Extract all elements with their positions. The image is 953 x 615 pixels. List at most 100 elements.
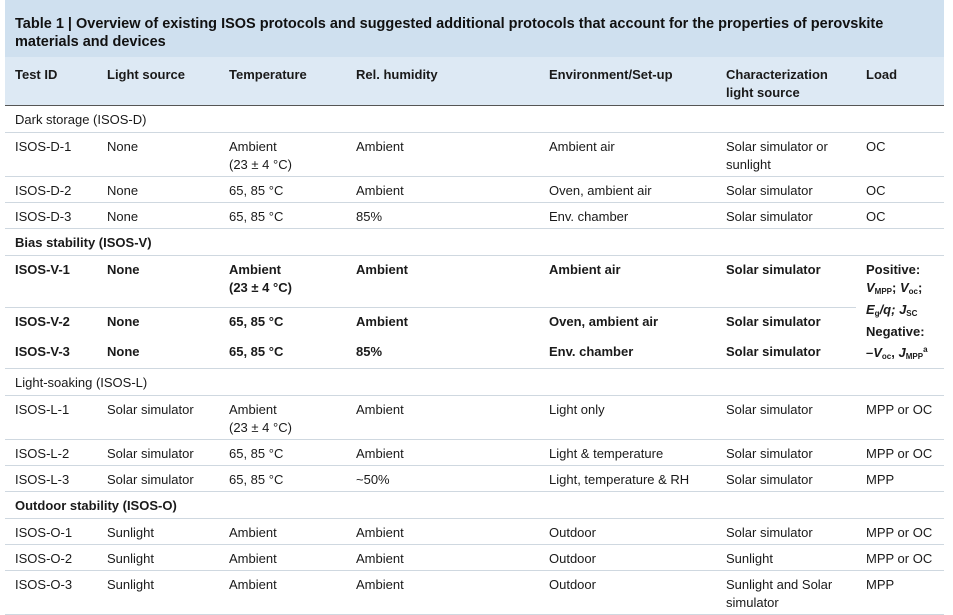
cell: Solar simulator (716, 338, 856, 370)
cell: 65, 85 °C (219, 338, 346, 370)
cell: ISOS-V-2 (15, 314, 70, 330)
subscript: MPP (874, 287, 893, 296)
cell: Light & temperature (539, 439, 716, 466)
cell-line: Ambient (229, 139, 277, 154)
subscript: oc (908, 287, 918, 296)
cell: ISOS-O-2 (5, 544, 97, 571)
section-row-dark: Dark storage (ISOS-D) (5, 105, 944, 133)
table-row: ISOS-O-1 Sunlight Ambient Ambient Outdoo… (5, 518, 944, 545)
cell: Solar simulator (97, 465, 219, 492)
negative-label: Negative: (866, 324, 925, 339)
cell: None (97, 338, 219, 370)
table-row: ISOS-L-2 Solar simulator 65, 85 °C Ambie… (5, 439, 944, 466)
separator: ; (917, 280, 923, 295)
cell: MPP or OC (856, 395, 944, 440)
cell: Oven, ambient air (539, 176, 716, 203)
table-row: ISOS-D-2 None 65, 85 °C Ambient Oven, am… (5, 176, 944, 203)
cell: 65, 85 °C (219, 465, 346, 492)
table-row: ISOS-O-2 Sunlight Ambient Ambient Outdoo… (5, 544, 944, 571)
cell: Solar simulator (716, 255, 856, 309)
cell: Ambient (346, 570, 539, 615)
symbol: J (899, 302, 907, 317)
table-number: Table 1 | (15, 16, 72, 32)
cell: Solar simulator (716, 518, 856, 545)
table-row: ISOS-O-3 Sunlight Ambient Ambient Outdoo… (5, 570, 944, 615)
cell: OC (856, 176, 944, 203)
symbol: /q; (879, 302, 900, 317)
cell-line: (23 ± 4 °C) (229, 280, 292, 295)
cell: Ambient (219, 544, 346, 571)
subscript: MPP (905, 352, 924, 361)
cell: ISOS-L-1 (5, 395, 97, 440)
symbol: V (866, 280, 875, 295)
cell: Ambient air (539, 255, 716, 309)
cell: Ambient (23 ± 4 °C) (219, 132, 346, 177)
footnote-marker: a (923, 345, 928, 354)
cell: ISOS-V-1 (5, 255, 97, 309)
cell: None (97, 132, 219, 177)
cell: ISOS-D-1 (5, 132, 97, 177)
cell: ISOS-L-3 (5, 465, 97, 492)
symbol: J (898, 345, 906, 360)
cell: Light, temperature & RH (539, 465, 716, 492)
cell: Solar simulator or sunlight (716, 132, 856, 177)
header-rel-humidity: Rel. humidity (346, 57, 539, 106)
section-label: Bias stability (ISOS-V) (5, 228, 944, 256)
cell-line: Ambient (229, 262, 281, 277)
cell: 85% (346, 338, 539, 370)
cell: Solar simulator (716, 202, 856, 229)
cell: Ambient (219, 570, 346, 615)
table-row: ISOS-D-1 None Ambient (23 ± 4 °C) Ambient… (5, 132, 944, 177)
header-row: Test ID Light source Temperature Rel. hu… (5, 57, 944, 106)
cell: 65, 85 °C (219, 202, 346, 229)
cell-line: Solar simulator or (726, 139, 828, 154)
cell: Sunlight and Solar simulator (716, 570, 856, 615)
table-row: ISOS-V-1 None Ambient (23 ± 4 °C) Ambient… (5, 255, 944, 369)
cell-line: (23 ± 4 °C) (229, 420, 292, 435)
cell: Ambient (346, 518, 539, 545)
header-light-source: Light source (97, 57, 219, 106)
cell: Env. chamber (539, 202, 716, 229)
cell: Sunlight (97, 518, 219, 545)
cell: Ambient air (539, 132, 716, 177)
cell: Light only (539, 395, 716, 440)
cell: ISOS-D-3 (5, 202, 97, 229)
cell-line: (23 ± 4 °C) (229, 157, 292, 172)
cell: 65, 85 °C (219, 439, 346, 466)
header-temperature: Temperature (219, 57, 346, 106)
cell: 65, 85 °C (229, 314, 284, 330)
cell: Solar simulator (97, 395, 219, 440)
cell: Solar simulator (716, 465, 856, 492)
cell: Sunlight (716, 544, 856, 571)
section-row-bias: Bias stability (ISOS-V) (5, 228, 944, 256)
section-row-light: Light-soaking (ISOS-L) (5, 368, 944, 396)
table-row: ISOS-L-3 Solar simulator 65, 85 °C ~50% … (5, 465, 944, 492)
table-page: Table 1 | Overview of existing ISOS prot… (5, 0, 944, 615)
table-row: ISOS-V-3 None 65, 85 °C 85% Env. chamber… (5, 338, 944, 370)
separator: ; (892, 280, 900, 295)
section-label: Light-soaking (ISOS-L) (5, 368, 944, 396)
section-row-outdoor: Outdoor stability (ISOS-O) (5, 491, 944, 519)
subscript: oc (881, 352, 892, 361)
bias-load-text: Positive: VMPP; Voc; Eg/q; JSC Negative:… (866, 261, 940, 366)
cell: ISOS-D-2 (5, 176, 97, 203)
header-environment: Environment/Set-up (539, 57, 716, 106)
cell: None (107, 314, 140, 330)
cell: Ambient (346, 132, 539, 177)
cell: Ambient (346, 255, 539, 309)
isos-protocol-table: Test ID Light source Temperature Rel. hu… (5, 57, 944, 615)
table-row: ISOS-D-3 None 65, 85 °C 85% Env. chamber… (5, 202, 944, 229)
symbol: V (899, 280, 909, 295)
cell: Outdoor (539, 570, 716, 615)
cell: MPP or OC (856, 518, 944, 545)
cell: Sunlight (97, 570, 219, 615)
cell-line: sunlight (726, 157, 771, 172)
cell: Solar simulator (97, 439, 219, 466)
cell-line: Ambient (229, 402, 277, 417)
cell-line: simulator (726, 595, 779, 610)
subscript: g (874, 309, 880, 318)
cell: Env. chamber (539, 338, 716, 370)
cell: MPP (856, 570, 944, 615)
cell: Solar simulator (716, 439, 856, 466)
cell: Solar simulator (726, 314, 821, 330)
